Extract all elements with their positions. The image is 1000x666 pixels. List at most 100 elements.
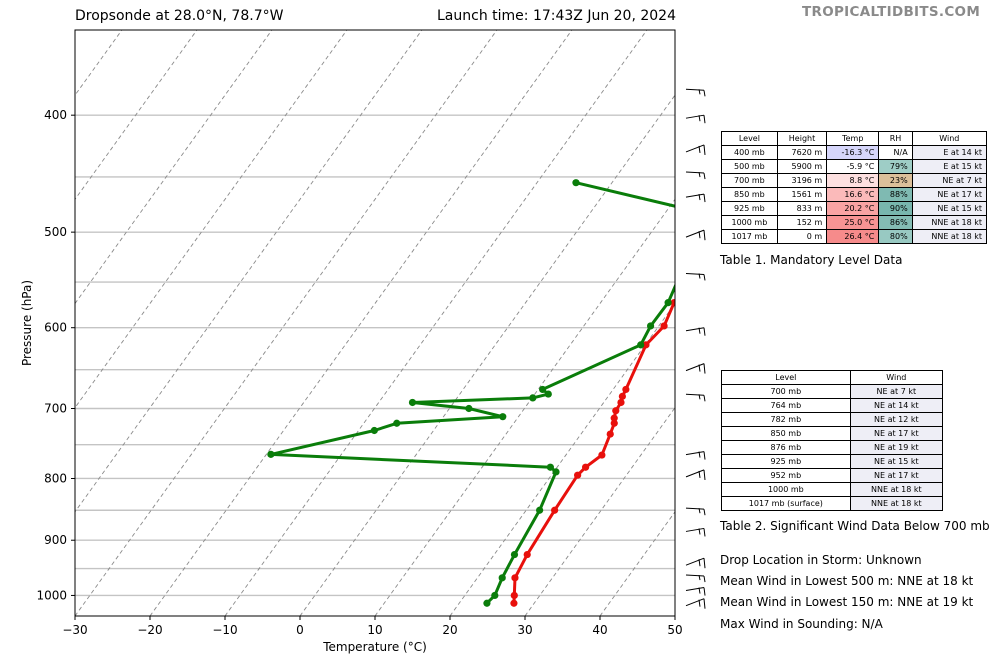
wind-barb xyxy=(685,193,706,203)
plot-frame xyxy=(74,29,676,617)
x-tick-label: 50 xyxy=(667,623,682,637)
table1-temp-cell: 8.8 °C xyxy=(826,173,880,188)
table1-wind-cell: NE at 7 kt xyxy=(911,173,988,188)
table1-level-cell: 500 mb xyxy=(721,159,778,174)
temperature-point xyxy=(642,341,650,349)
table2-row: 1017 mb (surface) NNE at 18 kt xyxy=(721,496,944,511)
table1-temp-cell: 20.2 °C xyxy=(826,201,880,216)
table1-temp-cell: 16.6 °C xyxy=(826,187,880,202)
wind-barb xyxy=(685,327,706,336)
table2-level-cell: 700 mb xyxy=(721,384,851,399)
isotherm-line xyxy=(75,30,273,305)
y-axis-label: Pressure (hPa) xyxy=(20,280,34,366)
table2-wind-cell: NE at 19 kt xyxy=(849,440,944,455)
temperature-point xyxy=(612,407,620,415)
table2-row: 850 mb NE at 17 kt xyxy=(721,426,944,441)
table1-row: 1000 mb 152 m 25.0 °C 86% NNE at 18 kt xyxy=(721,215,988,230)
wind-barb xyxy=(685,527,706,537)
table2-caption: Table 2. Significant Wind Data Below 700… xyxy=(720,519,990,533)
table1-wind-cell: E at 15 kt xyxy=(911,159,988,174)
temperature-point xyxy=(670,299,675,307)
table1-height-cell: 152 m xyxy=(776,215,828,230)
temperature-point xyxy=(598,451,606,459)
x-tick-label: −20 xyxy=(137,623,162,637)
launch-time: Launch time: 17:43Z Jun 20, 2024 xyxy=(437,8,676,24)
table1-rh-cell: 90% xyxy=(878,201,913,216)
table2-level-cell: 764 mb xyxy=(721,398,851,413)
isotherm-line xyxy=(224,30,648,616)
table1-temp-cell: -16.3 °C xyxy=(826,145,880,160)
temperature-point xyxy=(551,506,559,514)
table2-level-cell: 1017 mb (surface) xyxy=(721,496,851,511)
table1-level-cell: 1000 mb xyxy=(721,215,778,230)
dewpoint-point xyxy=(510,550,519,559)
mean-wind-500m-text: Mean Wind in Lowest 500 m: NNE at 18 kt xyxy=(720,574,974,588)
table1-level-cell: 925 mb xyxy=(721,201,778,216)
wind-barb xyxy=(685,598,706,609)
x-tick-label: −10 xyxy=(212,623,237,637)
dewpoint-line xyxy=(269,181,675,605)
isotherm-line xyxy=(149,30,573,616)
table1-row: 925 mb 833 m 20.2 °C 90% NE at 15 kt xyxy=(721,201,988,216)
table2-wind-cell: NNE at 18 kt xyxy=(849,482,944,497)
table2-wind-cell: NE at 17 kt xyxy=(849,468,944,483)
table1-rh-cell: 88% xyxy=(878,187,913,202)
table2-header-level: Level xyxy=(721,370,851,385)
y-tick-label: 700 xyxy=(44,401,67,415)
wind-barb xyxy=(685,144,706,156)
isotherm-line xyxy=(75,30,498,616)
table1-header-wind: Wind xyxy=(911,131,988,146)
y-tick-label: 600 xyxy=(44,321,67,335)
table2-row: 925 mb NE at 15 kt xyxy=(721,454,944,469)
table2-row: 782 mb NE at 12 kt xyxy=(721,412,944,427)
table2-level-cell: 850 mb xyxy=(721,426,851,441)
mandatory-level-table: Level Height Temp RH Wind 400 mb 7620 m -1… xyxy=(721,131,988,244)
temperature-point xyxy=(510,599,518,607)
isotherm-line xyxy=(449,302,675,616)
table2-level-cell: 925 mb xyxy=(721,454,851,469)
table2-wind-cell: NE at 7 kt xyxy=(849,384,944,399)
temperature-point xyxy=(618,392,626,400)
dewpoint-point xyxy=(370,426,378,435)
temperature-point xyxy=(660,322,668,330)
dewpoint-point xyxy=(552,468,560,476)
dewpoint-point xyxy=(646,322,655,330)
x-tick-label: 10 xyxy=(367,623,382,637)
table1-level-cell: 850 mb xyxy=(721,187,778,202)
table2-row: 952 mb NE at 17 kt xyxy=(721,468,944,483)
dewpoint-point xyxy=(539,385,547,394)
dewpoint-point xyxy=(498,574,506,582)
table1-level-cell: 1017 mb xyxy=(721,229,778,244)
profiles xyxy=(267,179,675,607)
temperature-point xyxy=(622,385,630,394)
wind-barb xyxy=(685,88,706,97)
plot-grid xyxy=(75,30,675,616)
wind-barbs xyxy=(685,88,706,609)
temperature-point xyxy=(617,398,625,407)
skewt-diagram: −30 −20 −10 0 10 20 30 40 50 400 500 600 700 800 900 10… xyxy=(20,29,706,654)
table2-wind-cell: NE at 14 kt xyxy=(849,398,944,413)
temperature-point xyxy=(610,414,618,422)
table2-level-cell: 876 mb xyxy=(721,440,851,455)
table1-header-height: Height xyxy=(776,131,828,146)
isotherm-line xyxy=(599,511,675,616)
mean-wind-150m-text: Mean Wind in Lowest 150 m: NNE at 19 kt xyxy=(720,595,974,609)
table1-row: 1017 mb 0 m 26.4 °C 80% NNE at 18 kt xyxy=(721,229,988,244)
table1-header-row: Level Height Temp RH Wind xyxy=(721,131,988,146)
table1-row: 850 mb 1561 m 16.6 °C 88% NE at 17 kt xyxy=(721,187,988,202)
table1-height-cell: 1561 m xyxy=(776,187,828,202)
dewpoint-point xyxy=(529,394,537,402)
x-tick-label: 40 xyxy=(592,623,607,637)
table2-level-cell: 952 mb xyxy=(721,468,851,483)
table2-body: 700 mb NE at 7 kt 764 mb NE at 14 kt 782 mb N… xyxy=(721,384,944,511)
x-tick-label: 20 xyxy=(442,623,457,637)
table2-level-cell: 782 mb xyxy=(721,412,851,427)
table1-temp-cell: 26.4 °C xyxy=(826,229,880,244)
dewpoint-point xyxy=(544,390,552,398)
table1-rh-cell: N/A xyxy=(878,145,913,160)
y-tick-label: 800 xyxy=(44,471,67,485)
temperature-point xyxy=(606,430,614,438)
table1-wind-cell: NE at 17 kt xyxy=(911,187,988,202)
table1-temp-cell: -5.9 °C xyxy=(826,159,880,174)
y-tick-label: 900 xyxy=(44,533,67,547)
